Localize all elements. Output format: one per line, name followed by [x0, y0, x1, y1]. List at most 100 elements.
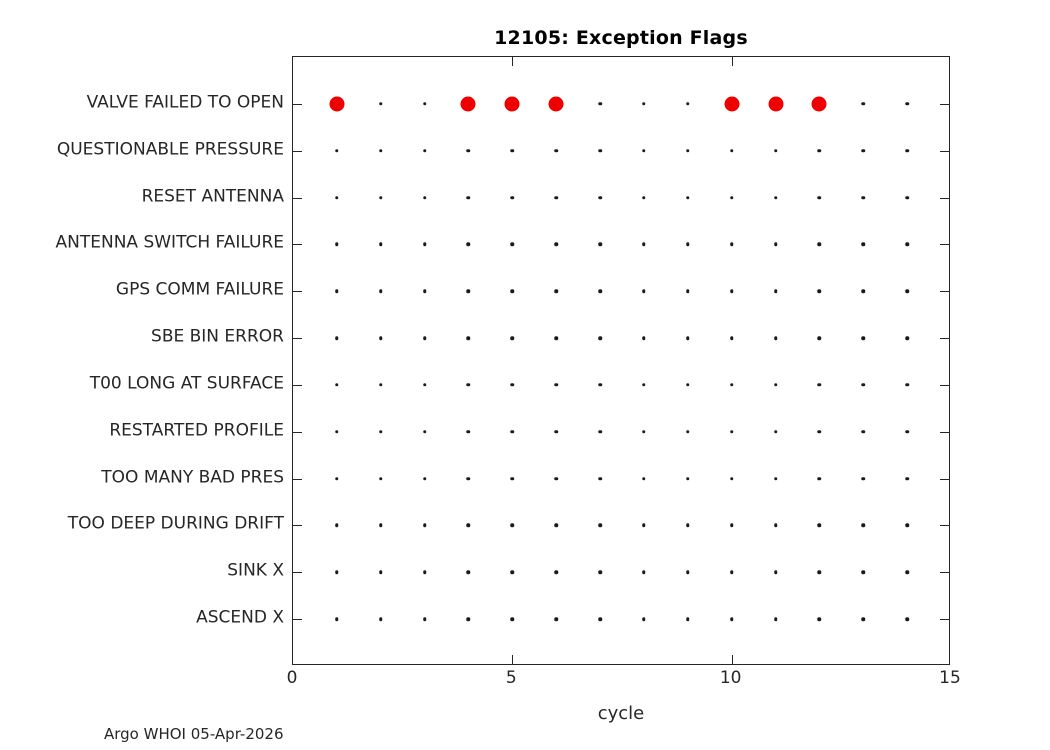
- no-flag-marker: [773, 242, 778, 247]
- flag-raised-marker[interactable]: [811, 96, 827, 112]
- y-axis-tick-mark: [293, 291, 302, 293]
- no-flag-marker: [686, 523, 690, 528]
- no-flag-marker: [378, 617, 383, 621]
- x-axis-tick-label: 10: [719, 668, 742, 688]
- no-flag-marker: [554, 430, 558, 434]
- flag-raised-marker[interactable]: [548, 96, 564, 112]
- no-flag-marker: [773, 430, 778, 434]
- no-flag-marker: [422, 102, 427, 106]
- y-axis-tick-mark: [293, 619, 302, 621]
- no-flag-marker: [466, 570, 471, 575]
- no-flag-marker: [817, 476, 822, 481]
- no-flag-marker: [422, 617, 427, 621]
- no-flag-marker: [773, 148, 778, 153]
- no-flag-marker: [466, 242, 471, 247]
- no-flag-marker: [335, 289, 339, 293]
- no-flag-marker: [422, 195, 427, 200]
- no-flag-marker: [905, 476, 909, 481]
- no-flag-marker: [510, 430, 515, 434]
- no-flag-marker: [686, 383, 690, 387]
- no-flag-marker: [642, 617, 646, 621]
- no-flag-marker: [642, 195, 646, 200]
- no-flag-marker: [378, 570, 383, 575]
- no-flag-marker: [817, 289, 822, 293]
- no-flag-marker: [510, 523, 515, 528]
- no-flag-marker: [773, 570, 778, 575]
- no-flag-marker: [378, 383, 383, 387]
- no-flag-marker: [598, 570, 602, 575]
- no-flag-marker: [729, 148, 734, 153]
- no-flag-marker: [598, 148, 602, 153]
- no-flag-marker: [817, 430, 822, 434]
- no-flag-marker: [422, 242, 427, 247]
- no-flag-marker: [554, 383, 558, 387]
- no-flag-marker: [554, 195, 558, 200]
- y-axis-tick-label: RESET ANTENNA: [141, 186, 284, 207]
- x-axis-tick-label: 15: [939, 668, 961, 688]
- no-flag-marker: [422, 289, 427, 293]
- no-flag-marker: [510, 570, 515, 575]
- no-flag-marker: [905, 383, 909, 387]
- no-flag-marker: [335, 430, 339, 434]
- y-axis-tick-mark: [940, 291, 949, 293]
- no-flag-marker: [861, 242, 866, 247]
- no-flag-marker: [510, 289, 515, 293]
- y-axis-tick-mark: [293, 572, 302, 574]
- no-flag-marker: [729, 570, 734, 575]
- flag-raised-marker[interactable]: [724, 96, 740, 112]
- x-axis-tick-mark: [731, 57, 733, 66]
- no-flag-marker: [335, 336, 339, 340]
- no-flag-marker: [817, 570, 822, 575]
- y-axis-tick-mark: [293, 338, 302, 340]
- no-flag-marker: [554, 523, 558, 528]
- no-flag-marker: [773, 476, 778, 481]
- y-axis-tick-label: GPS COMM FAILURE: [115, 279, 284, 300]
- no-flag-marker: [905, 289, 909, 293]
- no-flag-marker: [466, 430, 471, 434]
- no-flag-marker: [466, 476, 471, 481]
- no-flag-marker: [686, 336, 690, 340]
- no-flag-marker: [686, 430, 690, 434]
- no-flag-marker: [554, 242, 558, 247]
- no-flag-marker: [598, 617, 602, 621]
- no-flag-marker: [773, 383, 778, 387]
- no-flag-marker: [817, 617, 822, 621]
- no-flag-marker: [729, 617, 734, 621]
- no-flag-marker: [861, 476, 866, 481]
- no-flag-marker: [422, 336, 427, 340]
- no-flag-marker: [466, 617, 471, 621]
- no-flag-marker: [378, 102, 383, 106]
- no-flag-marker: [861, 383, 866, 387]
- flag-raised-marker[interactable]: [504, 96, 520, 112]
- no-flag-marker: [510, 476, 515, 481]
- y-axis-tick-mark: [293, 525, 302, 527]
- flag-raised-marker[interactable]: [329, 96, 345, 112]
- no-flag-marker: [905, 148, 909, 153]
- flag-raised-marker[interactable]: [768, 96, 784, 112]
- flag-raised-marker[interactable]: [460, 96, 476, 112]
- no-flag-marker: [378, 195, 383, 200]
- y-axis-tick-mark: [940, 619, 949, 621]
- no-flag-marker: [686, 195, 690, 200]
- no-flag-marker: [729, 476, 734, 481]
- no-flag-marker: [554, 617, 558, 621]
- no-flag-marker: [861, 195, 866, 200]
- y-axis-tick-mark: [940, 150, 949, 152]
- y-axis-tick-mark: [940, 431, 949, 433]
- no-flag-marker: [861, 523, 866, 528]
- no-flag-marker: [598, 242, 602, 247]
- no-flag-marker: [335, 523, 339, 528]
- y-axis-tick-label: ASCEND X: [196, 607, 284, 628]
- y-axis-tick-mark: [293, 431, 302, 433]
- no-flag-marker: [422, 148, 427, 153]
- no-flag-marker: [598, 195, 602, 200]
- no-flag-marker: [510, 148, 515, 153]
- no-flag-marker: [642, 383, 646, 387]
- no-flag-marker: [510, 336, 515, 340]
- no-flag-marker: [335, 570, 339, 575]
- plot-area[interactable]: [292, 56, 950, 665]
- no-flag-marker: [905, 570, 909, 575]
- no-flag-marker: [817, 242, 822, 247]
- no-flag-marker: [729, 430, 734, 434]
